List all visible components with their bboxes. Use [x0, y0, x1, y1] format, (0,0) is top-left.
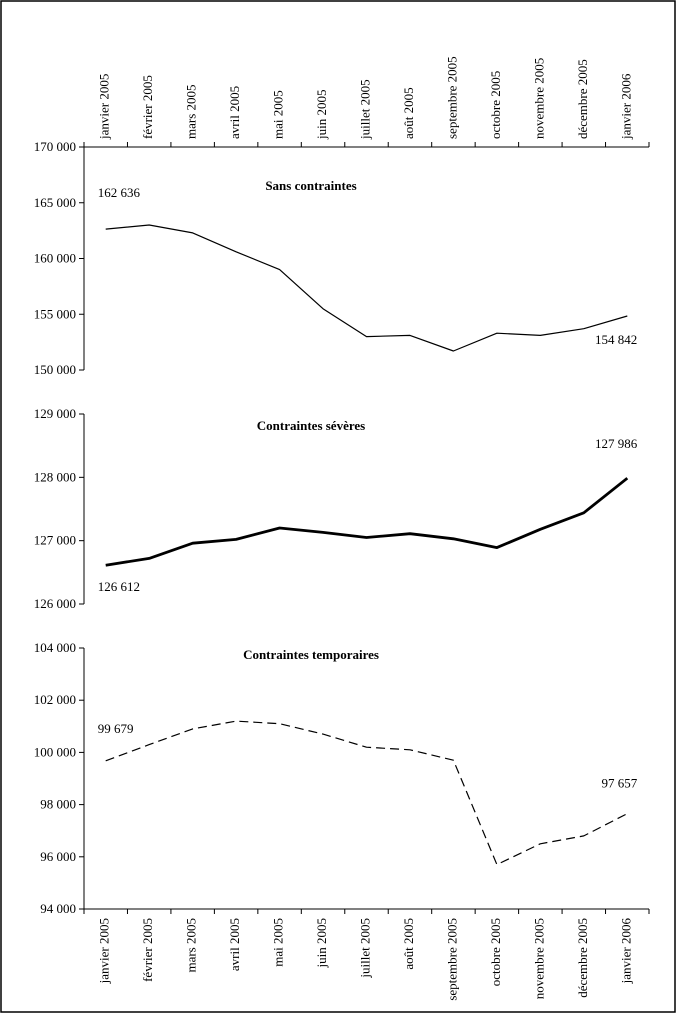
- x-tick-label: octobre 2005: [488, 71, 503, 139]
- x-tick-label: décembre 2005: [575, 918, 590, 998]
- x-tick-label: juin 2005: [314, 918, 329, 968]
- x-tick-label: septembre 2005: [444, 56, 459, 139]
- x-tick-label: janvier 2005: [97, 918, 112, 984]
- y-tick-label: 127 000: [34, 533, 76, 548]
- x-tick-label: octobre 2005: [488, 918, 503, 986]
- x-tick-label: juillet 2005: [357, 79, 372, 140]
- panel-title: Contraintes temporaires: [243, 647, 379, 662]
- x-tick-label: mai 2005: [271, 918, 286, 967]
- x-tick-label: janvier 2006: [618, 918, 633, 985]
- value-label: 126 612: [98, 579, 140, 594]
- y-tick-label: 100 000: [34, 744, 76, 759]
- value-label: 154 842: [595, 332, 637, 347]
- x-tick-label: novembre 2005: [531, 58, 546, 139]
- panel-title: Contraintes sévères: [257, 418, 365, 433]
- x-tick-label: février 2005: [140, 75, 155, 139]
- x-tick-label: septembre 2005: [444, 918, 459, 1001]
- x-tick-label: décembre 2005: [575, 59, 590, 139]
- x-tick-label: janvier 2006: [618, 73, 633, 140]
- series-line: [105, 224, 628, 352]
- y-tick-label: 96 000: [40, 849, 76, 864]
- x-tick-label: avril 2005: [227, 86, 242, 139]
- y-tick-label: 128 000: [34, 469, 76, 484]
- y-tick-label: 126 000: [34, 596, 76, 611]
- y-tick-label: 160 000: [34, 251, 76, 266]
- value-label: 162 636: [98, 185, 141, 200]
- y-tick-label: 129 000: [34, 406, 76, 421]
- series-line: [105, 477, 629, 567]
- y-tick-label: 165 000: [34, 195, 76, 210]
- value-label: 127 986: [595, 436, 638, 451]
- x-tick-label: août 2005: [401, 87, 416, 139]
- y-tick-label: 102 000: [34, 692, 76, 707]
- y-tick-label: 170 000: [34, 139, 76, 154]
- x-tick-label: juin 2005: [314, 90, 329, 140]
- x-tick-label: mars 2005: [184, 84, 199, 139]
- x-tick-label: mai 2005: [271, 90, 286, 139]
- panel-title: Sans contraintes: [265, 178, 356, 193]
- y-tick-label: 104 000: [34, 640, 76, 655]
- x-tick-label: juillet 2005: [357, 918, 372, 979]
- y-tick-label: 94 000: [40, 901, 76, 916]
- x-tick-label: février 2005: [140, 918, 155, 982]
- y-tick-label: 98 000: [40, 797, 76, 812]
- x-tick-label: janvier 2005: [97, 74, 112, 140]
- x-tick-label: avril 2005: [227, 918, 242, 971]
- x-tick-label: mars 2005: [184, 918, 199, 973]
- y-tick-label: 150 000: [34, 362, 76, 377]
- x-tick-label: novembre 2005: [531, 918, 546, 999]
- x-tick-label: août 2005: [401, 918, 416, 970]
- value-label: 97 657: [602, 776, 638, 791]
- y-tick-label: 155 000: [34, 306, 76, 321]
- series-line: [105, 720, 628, 866]
- value-label: 99 679: [98, 721, 134, 736]
